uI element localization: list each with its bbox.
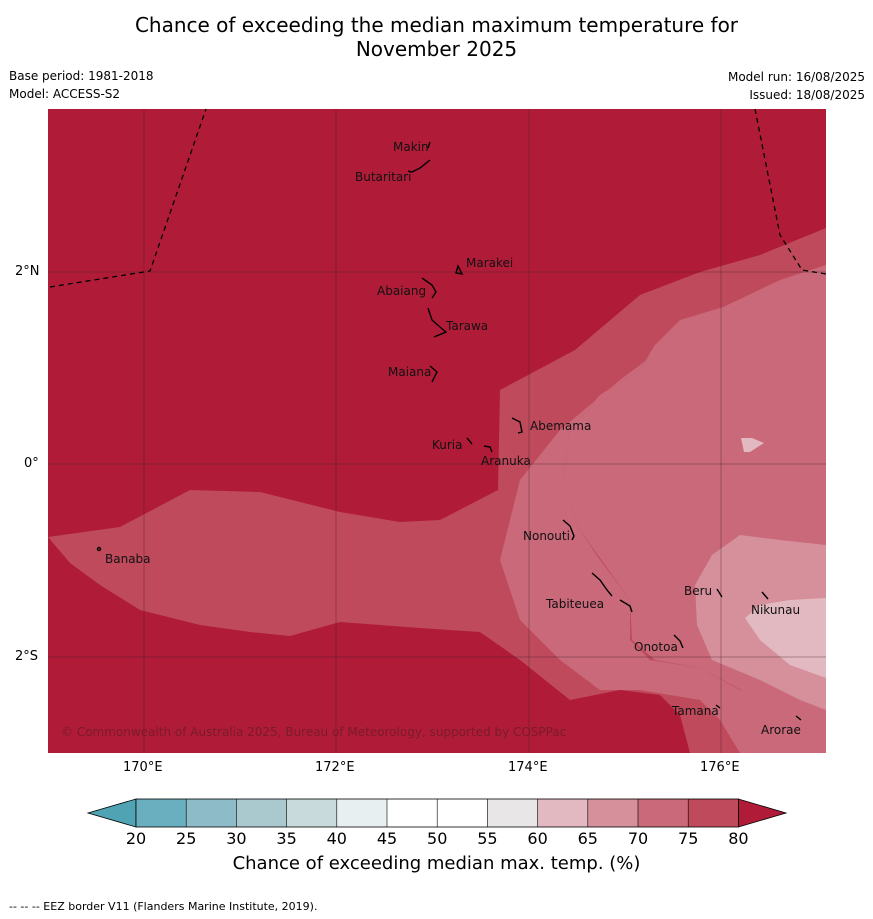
colorbar-label: 30 [226,829,247,848]
colorbar-segment [437,799,488,827]
label-marakei: Marakei [466,256,513,270]
colorbar-segment [286,799,337,827]
lon-tick-176e: 176°E [700,760,740,775]
base-period: Base period: 1981-2018 [9,69,154,83]
colorbar-label: 50 [427,829,448,848]
label-maiana: Maiana [388,365,431,379]
colorbar-segment [537,799,588,827]
colorbar-segment [387,799,438,827]
label-arorae: Arorae [761,723,801,737]
colorbar-extend-high [738,798,788,828]
label-tamana: Tamana [671,704,719,718]
zone-55-60-small [741,438,764,452]
label-kuria: Kuria [432,438,463,452]
colorbar-segment [336,799,387,827]
zone-55-60 [745,598,826,678]
label-nikunau: Nikunau [751,603,800,617]
eez-border [49,108,827,288]
graticule [48,109,826,753]
lon-tick-174e: 174°E [508,760,548,775]
place-labels: Makin Butaritari Marakei Abaiang Tarawa … [105,140,801,737]
lat-tick-2s: 2°S [15,649,39,664]
colorbar-title: Chance of exceeding median max. temp. (%… [232,853,641,874]
issued-date: Issued: 18/08/2025 [749,88,865,102]
colorbar-label: 35 [276,829,297,848]
colorbar-label: 70 [627,829,649,848]
label-makin: Makin [393,140,429,154]
colorbar-label: 55 [477,829,498,848]
label-aranuka: Aranuka [481,454,531,468]
colorbar-label: 45 [376,829,398,848]
lat-tick-0: 0° [24,456,39,471]
zone-65-70 [500,265,826,753]
colorbar [86,798,788,828]
copyright-notice: © Commonwealth of Australia 2025, Bureau… [61,725,566,739]
colorbar-label: 80 [728,829,749,848]
colorbar-segment [688,799,739,827]
label-butaritari: Butaritari [355,170,412,184]
label-tabiteuea: Tabiteuea [545,597,604,611]
label-onotoa: Onotoa [634,640,678,654]
label-tarawa: Tarawa [445,319,488,333]
map-title-line2: November 2025 [355,37,518,61]
eez-footnote: -- -- -- EEZ border V11 (Flanders Marine… [9,900,318,913]
island-outlines [96,141,802,721]
colorbar-label: 65 [577,829,598,848]
lon-tick-172e: 172°E [315,760,355,775]
colorbar-label: 40 [326,829,347,848]
colorbar-segment [136,799,187,827]
label-beru: Beru [684,584,712,598]
colorbar-label: 60 [527,829,548,848]
lon-tick-170e: 170°E [123,760,163,775]
label-banaba: Banaba [105,552,151,566]
colorbar-segment [487,799,538,827]
colorbar-segment [186,799,237,827]
colorbar-segment [236,799,287,827]
label-abaiang: Abaiang [377,284,426,298]
model-run-date: Model run: 16/08/2025 [727,70,865,84]
colorbar-extend-low [86,798,137,828]
colorbar-label: 20 [125,829,147,848]
colorbar-label: 25 [176,829,197,848]
label-nonouti: Nonouti [523,529,570,543]
model-name: Model: ACCESS-S2 [9,87,121,101]
probability-field [48,109,826,753]
colorbar-segment [638,799,689,827]
label-abemama: Abemama [530,419,591,433]
map-title-line1: Chance of exceeding the median maximum t… [134,13,739,37]
colorbar-segment [587,799,638,827]
colorbar-label: 75 [678,829,699,848]
lat-tick-2n: 2°N [15,264,40,279]
